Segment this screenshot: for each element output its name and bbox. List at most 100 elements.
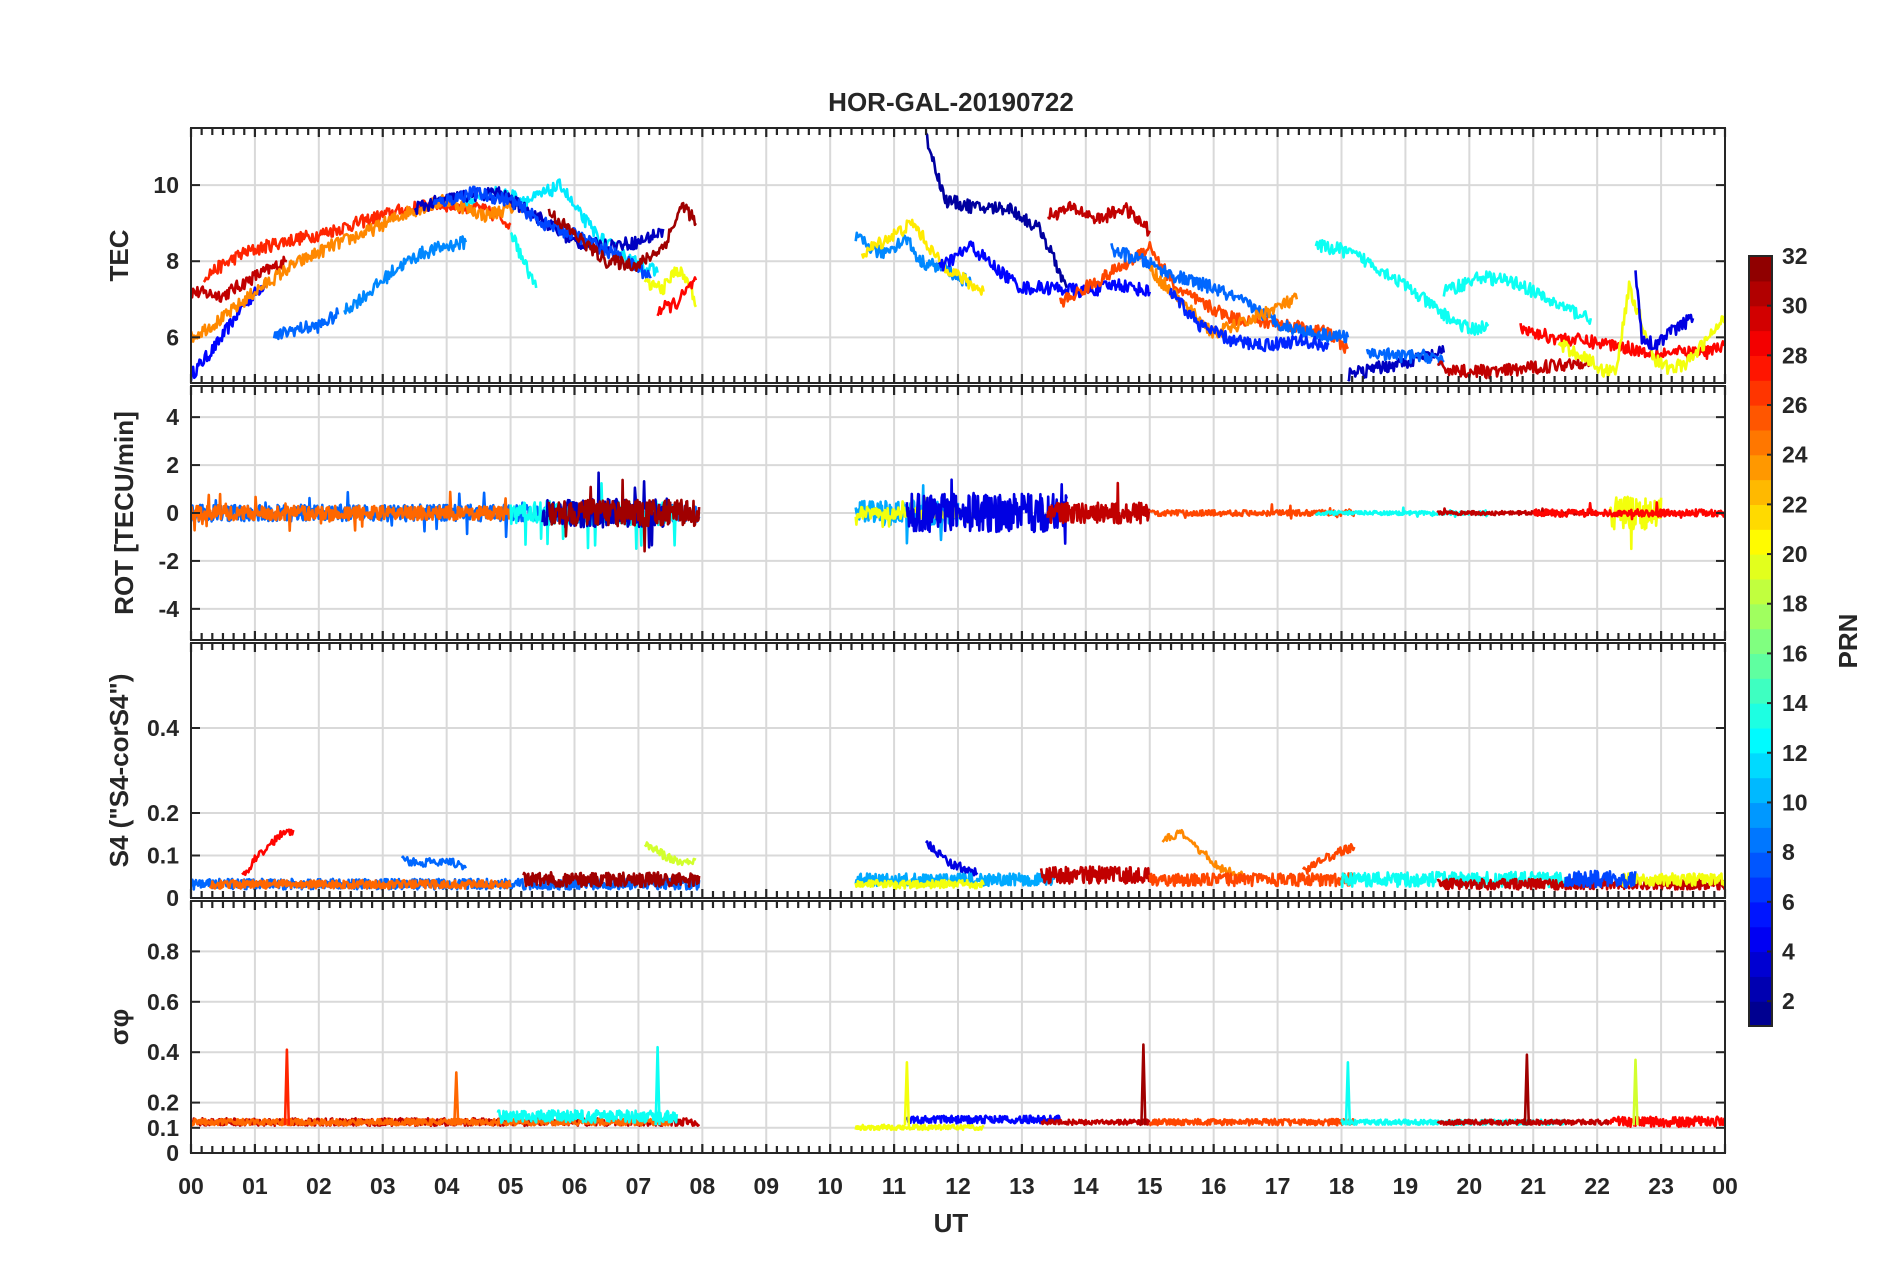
series-line-prn-25 [191,1117,672,1127]
x-tick-label: 22 [1584,1173,1610,1199]
series-line-prn-4 [905,478,1068,545]
colorbar-segment [1749,628,1772,655]
series-line-prn-30 [1436,1118,1612,1127]
colorbar-segment [1749,603,1772,630]
colorbar-segment [1749,405,1772,431]
x-tick-label: 02 [306,1173,332,1199]
x-tick-label: 12 [945,1173,971,1199]
colorbar-segment [1749,578,1772,605]
x-tick-label: 14 [1073,1173,1099,1199]
colorbar-tick-label: 24 [1782,442,1808,468]
colorbar-segment [1749,653,1772,679]
series-line-prn-20 [1608,495,1663,551]
y-tick-label: -2 [159,548,179,574]
colorbar-segment [1749,280,1772,307]
x-tick-label: 18 [1329,1173,1355,1199]
series-line-prn-30 [1436,355,1593,380]
x-tick-label: 06 [562,1173,588,1199]
series-line-prn-30 [191,255,288,303]
panel-tec: 6 8 10 TEC [104,127,1727,384]
series-line-prn-6 [1168,287,1330,353]
colorbar-tick-label: 12 [1782,740,1808,766]
colorbar-segment [1749,554,1772,580]
colorbar-segment [1749,777,1772,804]
x-tick-marks [189,386,1727,640]
x-tick-label: 20 [1457,1173,1483,1199]
series-line-prn-13 [654,1045,661,1126]
series-line-prn-31 [522,870,701,889]
series-line-prn-19 [643,841,697,867]
series-line-prn-20 [1621,872,1725,888]
x-tick-marks [189,643,1727,899]
colorbar-segment [1749,926,1772,953]
x-tick-label: 19 [1393,1173,1419,1199]
series-line-prn-7 [1563,869,1637,890]
y-axis-label-sigphi: σφ [104,1009,134,1045]
x-tick-label: 07 [626,1173,652,1199]
y-tick-label: 6 [166,324,179,350]
colorbar-segment [1749,305,1772,332]
colorbar-tick-label: 28 [1782,342,1808,368]
series-line-prn-30 [1047,201,1151,237]
colorbar-segment [1749,752,1772,779]
series-line-prn-30 [1039,865,1152,885]
colorbar-tick-label: 2 [1782,988,1795,1014]
colorbar-tick-label: 20 [1782,541,1808,567]
series-line-prn-27 [283,1048,291,1126]
colorbar-segment [1749,380,1772,406]
series-line-prn-8 [1110,243,1350,344]
series-line-prn-28 [241,828,295,877]
x-tick-label: 10 [817,1173,843,1199]
colorbar-segment [1749,330,1772,356]
colorbar-label: PRN [1833,614,1863,669]
series-line-prn-28 [1608,1115,1725,1129]
x-axis: 00 01 02 03 04 05 06 07 08 09 10 11 12 13 14 15 16 17 18 19… [178,1173,1738,1199]
series-line-prn-31 [547,201,698,273]
y-tick-label: 0 [166,885,179,911]
series-line-prn-30 [1046,481,1151,525]
colorbar-segment [1749,529,1772,555]
series-line-prn-19 [1632,1058,1639,1126]
y-axis-label-rot: ROT [TECU/min] [109,411,139,615]
colorbar-segment [1749,827,1772,853]
series-line-prn-10 [854,483,960,545]
chart-title: HOR-GAL-20190722 [828,87,1074,117]
colorbar-segment [1749,355,1772,381]
series-line-prn-9 [343,235,468,315]
series-line-prn-13 [1314,239,1490,336]
series-line-prn-7 [432,185,652,281]
colorbar-tick-label: 10 [1782,789,1808,815]
colorbar-segment [1749,976,1772,1002]
colorbar-segment [1749,454,1772,481]
colorbar-segment [1749,876,1772,903]
colorbar-segment [1749,1001,1772,1027]
series-line-prn-31 [1140,1043,1147,1126]
series-line-prn-26 [1302,842,1356,875]
x-tick-label: 21 [1520,1173,1546,1199]
series-line-prn-25 [208,878,512,890]
x-tick-label: 08 [690,1173,716,1199]
colorbar-tick-label: 26 [1782,392,1808,418]
y-tick-label: 0.4 [147,715,179,741]
colorbar-segment [1749,802,1772,828]
y-tick-label: 8 [166,248,179,274]
colorbar-segment [1749,479,1772,505]
y-tick-label: 0.1 [147,843,179,869]
x-tick-label: 15 [1137,1173,1163,1199]
colorbar-segment [1749,504,1772,530]
panel-rot: -4 -2 0 2 4 ROT [TECU/min] [109,385,1727,641]
series-line-prn-5 [905,1114,1061,1125]
series-line-prn-13 [496,1109,679,1124]
x-tick-label: 11 [882,1173,907,1199]
series-line-prn-4 [1634,270,1695,351]
series-group [191,828,1725,891]
y-tick-label: 2 [166,452,179,478]
colorbar-tick-label: 22 [1782,491,1808,517]
series-line-prn-8 [400,855,467,871]
x-tick-label: 16 [1201,1173,1227,1199]
y-tick-label: 0.8 [147,938,179,964]
x-tick-label: 03 [370,1173,396,1199]
colorbar-tick-label: 4 [1782,938,1795,964]
series-line-prn-13 [1344,1061,1352,1126]
series-line-prn-4 [924,840,979,877]
